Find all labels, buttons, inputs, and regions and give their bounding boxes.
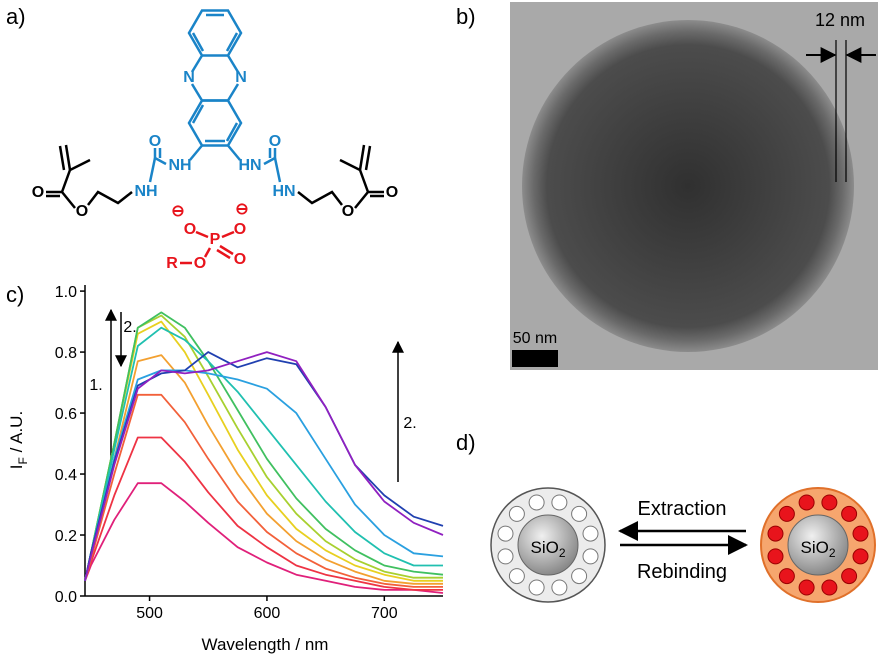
- annotation: 2.: [123, 319, 136, 336]
- pore: [497, 525, 514, 542]
- atom-label: O: [149, 133, 161, 150]
- spectrum-line: [84, 436, 443, 591]
- pore: [582, 525, 599, 542]
- y-axis-label: IF / A.U.: [7, 411, 30, 469]
- spectrum-line: [84, 369, 444, 581]
- core-label: SiO2: [800, 538, 835, 560]
- bound-analyte: [821, 579, 838, 596]
- pore: [551, 494, 568, 511]
- bound-analyte: [841, 568, 858, 585]
- bound-analyte: [798, 579, 815, 596]
- bound-analyte: [852, 525, 869, 542]
- pore: [508, 505, 525, 522]
- x-tick-label: 500: [136, 605, 163, 622]
- bound-analyte: [821, 494, 838, 511]
- process-label: Extraction: [638, 498, 727, 520]
- panel-label: d): [456, 430, 476, 455]
- bound-analyte: [852, 548, 869, 565]
- pore: [582, 548, 599, 565]
- atom-label: NH: [168, 157, 191, 174]
- spectrum-line: [84, 326, 443, 581]
- atom-label: O: [194, 255, 206, 272]
- panel-label: c): [6, 282, 24, 307]
- scheme: SiO2 SiO2 Extraction Rebinding: [490, 487, 876, 603]
- atom-label: N: [235, 69, 247, 86]
- spectrum-line: [84, 354, 443, 585]
- y-tick-label: 0.0: [55, 589, 77, 606]
- x-tick-label: 700: [371, 605, 398, 622]
- annotation: 2.: [403, 415, 416, 432]
- pore: [551, 579, 568, 596]
- y-tick-label: 0.4: [55, 467, 77, 484]
- panel-label: b): [456, 4, 476, 29]
- structure: N N O NH NH O HN HN O O O O ⊖ ⊖ O P O O …: [32, 9, 398, 272]
- spectrum-line: [84, 351, 444, 581]
- y-tick-label: 0.6: [55, 406, 77, 423]
- pore: [497, 548, 514, 565]
- atom-label: O: [386, 184, 398, 201]
- y-tick-label: 0.8: [55, 345, 77, 362]
- thickness-label: 12 nm: [815, 10, 865, 30]
- atom-label: O: [234, 251, 246, 268]
- atom-label: NH: [134, 183, 157, 200]
- spectrum-line: [84, 393, 443, 588]
- atom-label: O: [269, 133, 281, 150]
- atom-label: O: [32, 184, 44, 201]
- atom-label: O: [234, 221, 246, 238]
- charge-label: ⊖: [171, 203, 184, 220]
- y-tick-label: 0.2: [55, 528, 77, 545]
- atom-label: HN: [238, 157, 261, 174]
- spectrum-line: [84, 351, 444, 582]
- atom-label: P: [210, 231, 221, 248]
- x-tick-label: 600: [254, 605, 281, 622]
- bound-analyte: [778, 568, 795, 585]
- atom-label: N: [183, 69, 195, 86]
- spectrum-line: [84, 482, 444, 594]
- scale-bar-label: 50 nm: [513, 330, 557, 347]
- process-label: Rebinding: [637, 561, 727, 583]
- atom-label: HN: [272, 183, 295, 200]
- bound-analyte: [778, 505, 795, 522]
- pore: [528, 579, 545, 596]
- bound-analyte: [767, 548, 784, 565]
- atom-label: O: [342, 203, 354, 220]
- atom-label: O: [76, 203, 88, 220]
- pore: [528, 494, 545, 511]
- spectrum-line: [84, 314, 443, 581]
- pore: [571, 568, 588, 585]
- spectrum-line: [84, 311, 444, 581]
- pore: [571, 505, 588, 522]
- panel-label: a): [6, 4, 26, 29]
- chart: IF / A.U. Wavelength / nm 1. 2. 2. 0.0 0.…: [7, 284, 444, 654]
- bound-analyte: [767, 525, 784, 542]
- atom-label: O: [184, 221, 196, 238]
- x-axis-label: Wavelength / nm: [202, 635, 329, 654]
- tem-image: 12 nm 50 nm: [510, 2, 878, 370]
- pore: [508, 568, 525, 585]
- charge-label: ⊖: [235, 201, 248, 218]
- bound-analyte: [841, 505, 858, 522]
- y-tick-label: 1.0: [55, 284, 77, 301]
- bound-analyte: [798, 494, 815, 511]
- annotation: 1.: [89, 377, 102, 394]
- core-label: SiO2: [530, 538, 565, 560]
- atom-label: R: [166, 255, 178, 272]
